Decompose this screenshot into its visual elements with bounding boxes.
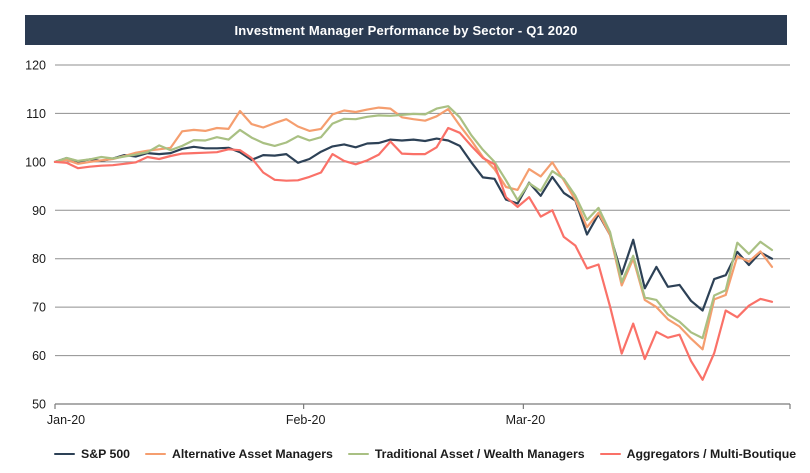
series-line	[53, 137, 774, 312]
x-axis-tick-label: Jan-20	[47, 413, 85, 427]
y-axis-tick-label: 90	[32, 204, 46, 218]
x-axis-tick-label: Mar-20	[506, 413, 546, 427]
series-line	[53, 105, 774, 340]
chart-title: Investment Manager Performance by Sector…	[234, 22, 578, 38]
legend-label-traditional: Traditional Asset / Wealth Managers	[374, 447, 585, 461]
legend-item-sp500: S&P 500	[54, 447, 130, 461]
legend-item-aggregators: Aggregators / Multi-Boutique	[599, 447, 797, 461]
y-axis-tick-label: 120	[25, 59, 46, 73]
y-axis-tick-label: 70	[32, 301, 46, 315]
traditional-line-swatch-icon	[347, 452, 369, 456]
sp500-line-swatch-icon	[54, 452, 75, 456]
y-axis-tick-label: 50	[32, 398, 46, 412]
legend-label-alternative: Alternative Asset Managers	[172, 447, 333, 461]
x-axis-tick-label: Feb-20	[286, 413, 326, 427]
y-axis-tick-label: 60	[32, 349, 46, 363]
series-line	[53, 126, 774, 381]
chart-title-bar: Investment Manager Performance by Sector…	[25, 15, 787, 45]
y-axis-tick-label: 80	[32, 252, 46, 266]
aggregators-line-swatch-icon	[599, 452, 621, 456]
chart-legend: S&P 500 Alternative Asset Managers Tradi…	[54, 447, 797, 461]
y-axis-tick-label: 100	[25, 155, 46, 169]
alternative-line-swatch-icon	[145, 452, 166, 456]
series-line	[53, 106, 774, 351]
legend-label-sp500: S&P 500	[81, 447, 130, 461]
legend-item-traditional: Traditional Asset / Wealth Managers	[347, 447, 585, 461]
legend-item-alternative: Alternative Asset Managers	[145, 447, 333, 461]
legend-label-aggregators: Aggregators / Multi-Boutique	[626, 447, 797, 461]
y-axis-tick-label: 110	[26, 107, 46, 121]
